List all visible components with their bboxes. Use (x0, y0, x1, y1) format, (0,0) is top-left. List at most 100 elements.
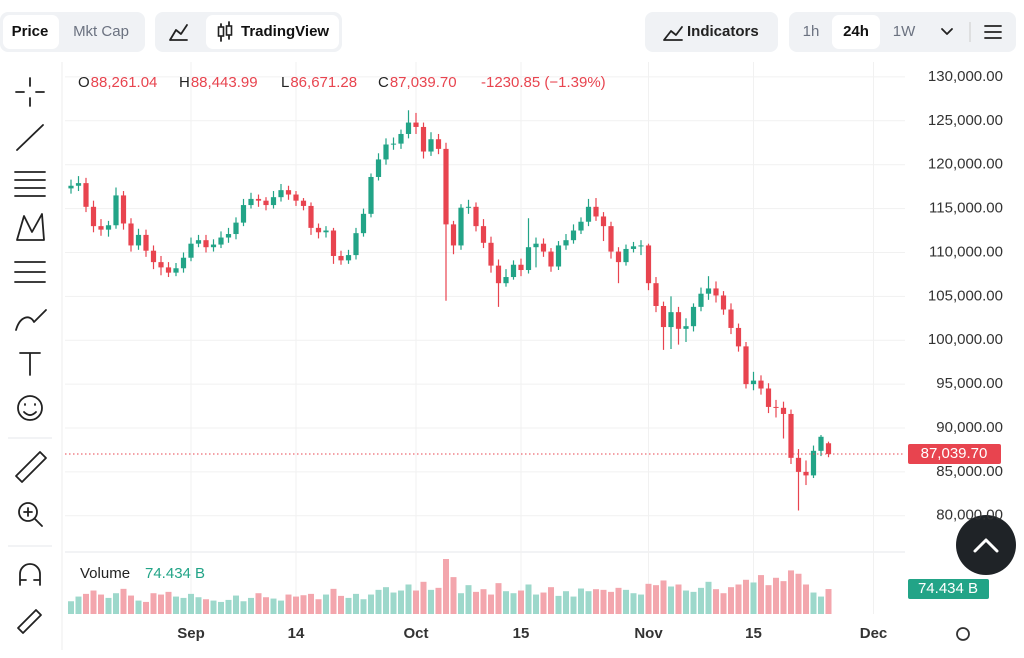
volume-bar (510, 593, 517, 614)
volume-title: Volume (80, 565, 130, 582)
volume-bar (285, 594, 292, 614)
candle-body (495, 265, 502, 284)
y-tick-label: 110,000.00 (929, 243, 1003, 260)
volume-bar (765, 585, 772, 614)
interval[interactable]: 24h (843, 23, 869, 40)
settings-button[interactable] (984, 25, 1002, 39)
candle-body (180, 257, 187, 269)
legend-value: 87,039.70 (390, 74, 457, 91)
line-style-button[interactable] (169, 24, 188, 41)
y-tick-label: 80,000.00 (936, 507, 1003, 524)
candle-body (345, 255, 352, 261)
volume-bar (803, 584, 809, 614)
volume-bar (570, 596, 577, 614)
volume-bar (360, 599, 367, 614)
volume-bar (300, 595, 307, 614)
crosshair-tool[interactable] (15, 77, 45, 107)
pattern-tool[interactable] (16, 213, 45, 241)
trendline-tool[interactable] (16, 124, 44, 151)
volume-bar (458, 593, 464, 614)
volume-bar (465, 585, 472, 614)
y-tick-label: 100,000.00 (928, 331, 1003, 348)
x-tick-label: Oct (403, 625, 428, 642)
volume-bar (555, 595, 562, 614)
candle-body (548, 251, 554, 267)
brush-tool[interactable] (15, 309, 47, 331)
candle-body (188, 243, 194, 258)
lock-tool[interactable] (17, 609, 42, 634)
volume-bar (293, 596, 299, 614)
emoji-tool[interactable] (17, 395, 43, 421)
tab[interactable]: Price (12, 23, 49, 40)
volume-bar (255, 593, 262, 614)
volume-bar (795, 573, 802, 614)
volume-bar (743, 579, 749, 614)
volume-bar (690, 591, 697, 614)
candle-body (165, 267, 172, 273)
candle-body (270, 197, 277, 206)
tool-column (8, 77, 52, 634)
candle-body (338, 255, 344, 261)
candle-body (255, 198, 262, 201)
interval[interactable]: 1W (893, 23, 916, 40)
candle-body (240, 205, 247, 223)
candle-body (623, 248, 629, 263)
volume-bar (383, 587, 389, 614)
volume-bar (630, 593, 637, 614)
volume-bar (548, 587, 554, 614)
legend-key: O (78, 74, 90, 91)
candle-body (563, 240, 569, 246)
volume-bar (405, 584, 412, 614)
candle-body (630, 246, 637, 249)
volume-bar (195, 597, 202, 614)
candle-body (638, 245, 644, 247)
change: -1230.85 (−1.39%) (481, 74, 606, 91)
text-tool[interactable] (19, 352, 41, 376)
last-price-label: 87,039.70 (921, 445, 988, 462)
volume-bar (780, 581, 787, 614)
volume-bar (758, 575, 764, 614)
chart-style-button[interactable]: TradingView (241, 23, 329, 40)
projection-tool[interactable] (14, 261, 46, 283)
candle-body (773, 406, 779, 408)
volume-bar (233, 595, 239, 614)
legend-key: H (179, 74, 190, 91)
candle-body (293, 194, 299, 201)
interval[interactable]: 1h (803, 23, 820, 40)
candle-body (713, 288, 719, 296)
axis-settings[interactable] (956, 627, 970, 641)
tab[interactable]: Mkt Cap (73, 23, 129, 40)
candle-body (675, 312, 682, 329)
indicators-button[interactable]: Indicators (687, 23, 759, 40)
zoom-tool[interactable] (18, 502, 38, 522)
candle-body (720, 295, 727, 310)
ruler-tool[interactable] (15, 451, 47, 483)
candle-body (360, 213, 367, 234)
fib-tool[interactable] (14, 171, 46, 197)
candle-body (120, 195, 127, 224)
volume-bar (353, 593, 359, 614)
candle-body (645, 245, 652, 284)
magnet-tool[interactable] (19, 563, 41, 586)
candle-body (608, 226, 614, 252)
candle-body (368, 176, 374, 214)
candle-body (825, 443, 832, 454)
candle-body (218, 237, 224, 245)
volume-bar (533, 594, 539, 614)
volume-bar (563, 591, 569, 614)
x-tick-label: Dec (860, 625, 888, 642)
volume-bar (473, 591, 479, 614)
interval-dropdown[interactable] (941, 28, 953, 35)
scroll-top-button[interactable] (956, 515, 1016, 575)
volume-bar (750, 582, 757, 614)
volume-bar (210, 600, 217, 614)
candle-body (555, 245, 562, 267)
volume-bar (413, 590, 419, 614)
volume-bar (503, 591, 509, 614)
indicators-button-bg (645, 12, 778, 52)
volume-bar (240, 601, 247, 614)
candle-body (480, 226, 487, 243)
grid (65, 62, 905, 614)
volume-bar (660, 580, 667, 614)
volume-bar (98, 594, 104, 614)
